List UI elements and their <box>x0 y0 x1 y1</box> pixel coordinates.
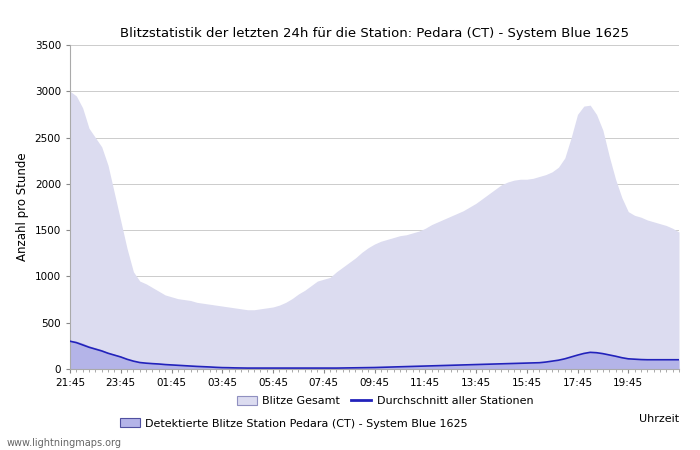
Legend: Blitze Gesamt, Durchschnitt aller Stationen: Blitze Gesamt, Durchschnitt aller Statio… <box>237 396 533 406</box>
Title: Blitzstatistik der letzten 24h für die Station: Pedara (CT) - System Blue 1625: Blitzstatistik der letzten 24h für die S… <box>120 27 629 40</box>
Text: Uhrzeit: Uhrzeit <box>639 414 679 424</box>
Legend: Detektierte Blitze Station Pedara (CT) - System Blue 1625: Detektierte Blitze Station Pedara (CT) -… <box>120 418 468 429</box>
Y-axis label: Anzahl pro Stunde: Anzahl pro Stunde <box>16 153 29 261</box>
Text: www.lightningmaps.org: www.lightningmaps.org <box>7 438 122 448</box>
